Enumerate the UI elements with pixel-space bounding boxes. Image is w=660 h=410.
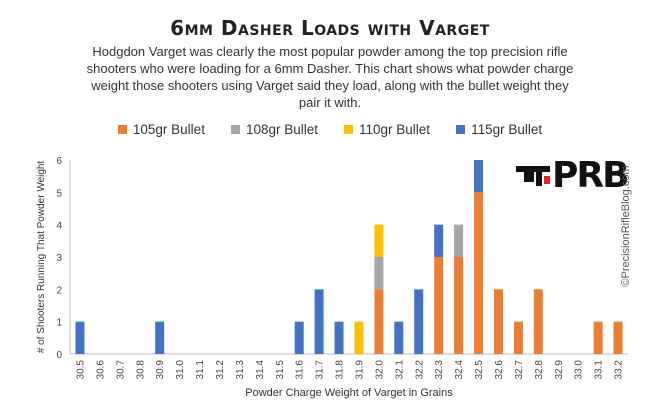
bar-segment bbox=[294, 321, 304, 354]
x-tick-label: 30.5 bbox=[75, 360, 86, 380]
watermark: ©PrecisionRifleBlog.com bbox=[620, 165, 632, 287]
x-tick-label: 31.8 bbox=[335, 360, 346, 380]
bar-segment bbox=[513, 321, 523, 354]
bar-segment bbox=[434, 224, 444, 257]
x-tick-label: 33.2 bbox=[614, 360, 625, 380]
bar-segment bbox=[334, 321, 344, 354]
bar-segment bbox=[374, 257, 384, 290]
x-tick-label: 31.1 bbox=[195, 360, 206, 380]
bar-segment bbox=[314, 289, 324, 354]
bar-segment bbox=[354, 321, 364, 354]
bar-segment bbox=[155, 321, 165, 354]
x-tick-label: 30.9 bbox=[155, 360, 166, 380]
y-tick-label: 3 bbox=[56, 253, 62, 264]
bar-segment bbox=[75, 321, 85, 354]
y-tick-label: 5 bbox=[56, 188, 62, 199]
y-tick-label: 6 bbox=[56, 156, 62, 167]
legend-item: 110gr Bullet bbox=[344, 122, 430, 137]
legend-swatch bbox=[344, 125, 354, 134]
legend-label: 105gr Bullet bbox=[132, 122, 205, 137]
x-tick-label: 31.0 bbox=[175, 360, 186, 380]
x-tick-label: 32.2 bbox=[414, 360, 425, 380]
x-axis-title: Powder Charge Weight of Varget in Grains bbox=[245, 387, 453, 399]
rifle-silhouette-icon bbox=[516, 166, 550, 186]
x-tick-label: 32.5 bbox=[474, 360, 485, 380]
legend-swatch bbox=[117, 125, 127, 134]
bar-segment bbox=[493, 289, 503, 354]
x-tick-label: 32.3 bbox=[434, 360, 445, 380]
legend-item: 115gr Bullet bbox=[456, 122, 542, 137]
x-tick-label: 32.0 bbox=[374, 360, 385, 380]
y-tick-label: 0 bbox=[56, 350, 62, 361]
chart-legend: 105gr Bullet 108gr Bullet 110gr Bullet 115g… bbox=[0, 122, 660, 137]
x-tick-label: 31.5 bbox=[275, 360, 286, 380]
bar-segment bbox=[593, 321, 603, 354]
x-tick-label: 31.6 bbox=[295, 360, 306, 380]
bar-segment bbox=[454, 224, 464, 257]
bar-segment bbox=[533, 289, 543, 354]
x-tick-label: 33.0 bbox=[574, 360, 585, 380]
x-tick-label: 31.3 bbox=[235, 360, 246, 380]
bar-segment bbox=[474, 192, 484, 354]
bar-segment bbox=[394, 321, 404, 354]
bar-segment bbox=[454, 257, 464, 354]
x-tick-label: 32.1 bbox=[394, 360, 405, 380]
x-tick-label: 31.2 bbox=[215, 360, 226, 380]
y-tick-label: 2 bbox=[56, 285, 62, 296]
y-axis-title: # of Shooters Running That Powder Weight bbox=[36, 161, 47, 354]
logo-text: PRB bbox=[552, 155, 630, 196]
x-tick-label: 31.7 bbox=[315, 360, 326, 380]
bar-segment bbox=[414, 289, 424, 354]
legend-label: 108gr Bullet bbox=[245, 122, 319, 137]
chart-title: 6mm Dasher Loads with Varget bbox=[170, 16, 490, 40]
x-tick-label: 32.6 bbox=[494, 360, 505, 380]
bar-segment bbox=[434, 257, 444, 354]
y-tick-label: 1 bbox=[56, 318, 62, 329]
x-tick-label: 31.4 bbox=[255, 360, 266, 380]
y-tick-label: 4 bbox=[56, 221, 62, 232]
bar-segment bbox=[613, 321, 623, 354]
x-tick-label: 32.7 bbox=[514, 360, 525, 380]
x-tick-label: 33.1 bbox=[594, 360, 605, 380]
legend-item: 108gr Bullet bbox=[230, 122, 319, 137]
x-tick-label: 32.8 bbox=[534, 360, 545, 380]
x-tick-label: 31.9 bbox=[354, 360, 365, 380]
x-tick-label: 32.4 bbox=[454, 360, 465, 380]
legend-item: 105gr Bullet bbox=[117, 122, 205, 137]
chart-subtitle: Hodgdon Varget was clearly the most popu… bbox=[86, 44, 574, 110]
prb-logo: PRB bbox=[514, 156, 636, 196]
x-tick-label: 32.9 bbox=[554, 360, 565, 380]
x-tick-label: 30.7 bbox=[115, 360, 126, 380]
x-tick-label: 30.6 bbox=[95, 360, 106, 380]
legend-swatch bbox=[456, 125, 466, 134]
legend-swatch bbox=[230, 125, 240, 134]
bar-segment bbox=[474, 160, 484, 193]
bar-segment bbox=[374, 289, 384, 354]
legend-label: 115gr Bullet bbox=[471, 122, 543, 137]
legend-label: 110gr Bullet bbox=[359, 122, 431, 137]
bar-segment bbox=[374, 224, 384, 257]
x-tick-label: 30.8 bbox=[135, 360, 146, 380]
